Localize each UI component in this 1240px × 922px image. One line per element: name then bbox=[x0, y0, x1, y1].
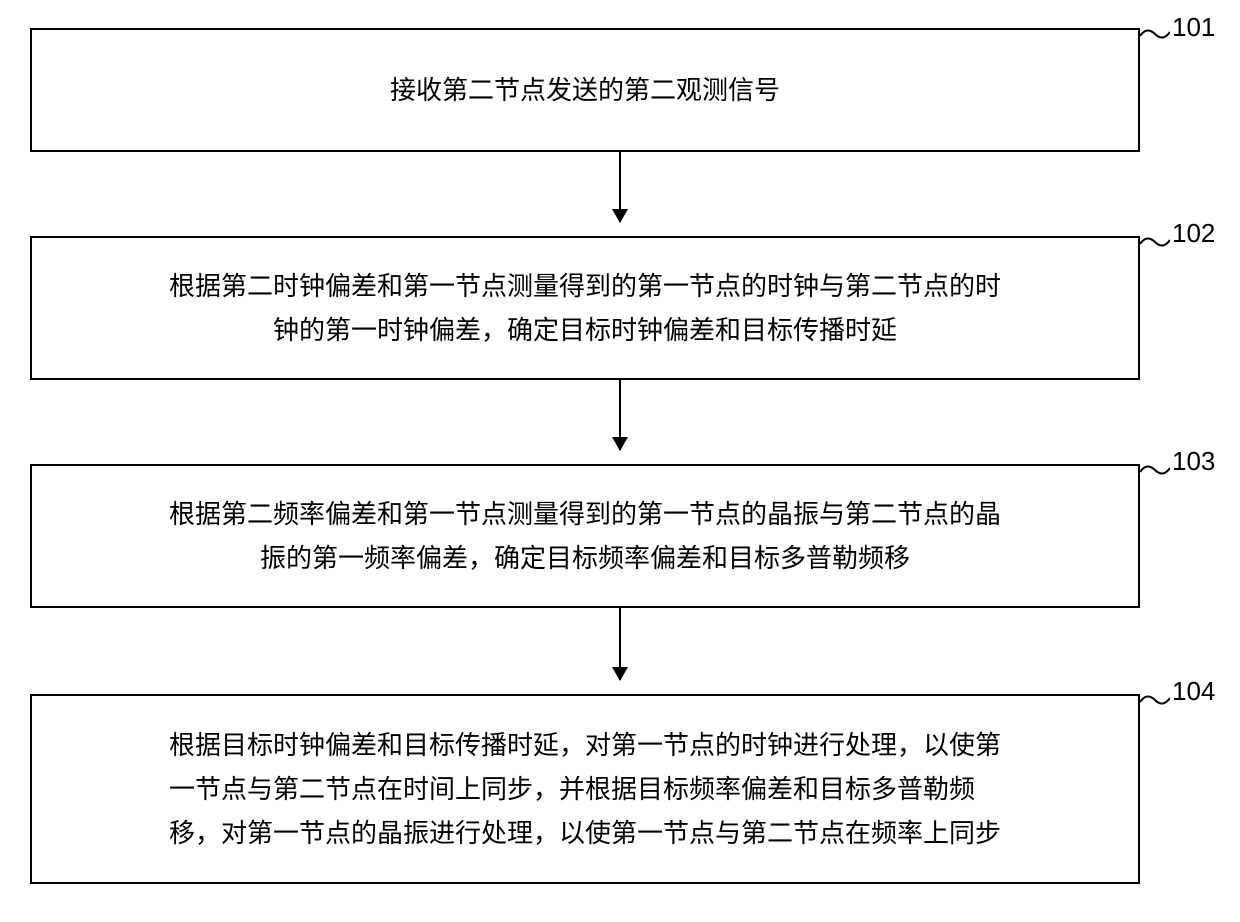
step-ref-102: 102 bbox=[1172, 218, 1215, 249]
flow-step-102: 根据第二时钟偏差和第一节点测量得到的第一节点的时钟与第二节点的时 钟的第一时钟偏… bbox=[30, 236, 1140, 380]
leader-line bbox=[1140, 236, 1170, 246]
flow-step-text: 接收第二节点发送的第二观测信号 bbox=[390, 68, 780, 112]
flow-arrow bbox=[619, 152, 621, 222]
leader-line bbox=[1140, 694, 1170, 704]
flow-step-103: 根据第二频率偏差和第一节点测量得到的第一节点的晶振与第二节点的晶 振的第一频率偏… bbox=[30, 464, 1140, 608]
flow-step-104: 根据目标时钟偏差和目标传播时延，对第一节点的时钟进行处理，以使第 一节点与第二节… bbox=[30, 694, 1140, 884]
flowchart-canvas: 接收第二节点发送的第二观测信号 101 根据第二时钟偏差和第一节点测量得到的第一节点… bbox=[0, 0, 1240, 922]
flow-arrow bbox=[619, 380, 621, 450]
flow-step-text: 根据第二频率偏差和第一节点测量得到的第一节点的晶振与第二节点的晶 振的第一频率偏… bbox=[169, 492, 1001, 580]
flow-step-101: 接收第二节点发送的第二观测信号 bbox=[30, 28, 1140, 152]
flow-step-text: 根据目标时钟偏差和目标传播时延，对第一节点的时钟进行处理，以使第 一节点与第二节… bbox=[169, 723, 1001, 856]
flow-step-text: 根据第二时钟偏差和第一节点测量得到的第一节点的时钟与第二节点的时 钟的第一时钟偏… bbox=[169, 264, 1001, 352]
step-ref-104: 104 bbox=[1172, 676, 1215, 707]
step-ref-101: 101 bbox=[1172, 12, 1215, 43]
leader-line bbox=[1140, 28, 1170, 38]
leader-line bbox=[1140, 464, 1170, 474]
flow-arrow bbox=[619, 608, 621, 680]
step-ref-103: 103 bbox=[1172, 446, 1215, 477]
